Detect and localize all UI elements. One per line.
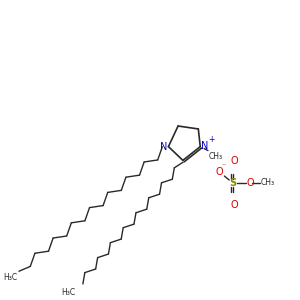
- Text: ⁻: ⁻: [221, 162, 226, 171]
- Text: H₃C: H₃C: [3, 273, 17, 282]
- Text: N: N: [201, 141, 208, 151]
- Text: O: O: [216, 167, 223, 177]
- Text: O: O: [247, 178, 254, 188]
- Text: H₃C: H₃C: [61, 288, 75, 297]
- Text: S: S: [230, 178, 237, 188]
- Text: CH₃: CH₃: [209, 152, 223, 160]
- Text: +: +: [208, 135, 214, 144]
- Text: N: N: [160, 142, 167, 152]
- Text: O: O: [230, 200, 238, 210]
- Text: CH₃: CH₃: [261, 178, 275, 188]
- Text: O: O: [230, 156, 238, 166]
